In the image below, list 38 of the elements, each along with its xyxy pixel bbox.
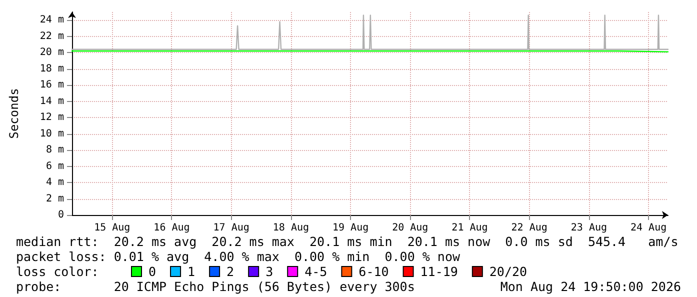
y-tick-label: 8 m: [46, 144, 64, 156]
text: loss color:: [16, 264, 99, 279]
x-tick-label: 20 Aug: [392, 222, 428, 234]
y-tick-label: 14 m: [40, 96, 64, 107]
y-tick-label: 6 m: [46, 160, 64, 172]
legend-label: 2: [226, 264, 234, 279]
x-tick-label: 18 Aug: [272, 222, 310, 234]
x-tick-label: 24 Aug: [630, 222, 667, 234]
legend-label: 4-5: [304, 264, 328, 279]
x-tick-label: 19 Aug: [332, 222, 369, 234]
y-tick-label: 16 m: [40, 80, 64, 91]
text: Mon Aug 24 19:50:00 2026: [500, 279, 681, 294]
text: probe: 20 ICMP Echo Pings (56 Bytes) every 300s: [16, 279, 415, 294]
x-tick-label: 22 Aug: [511, 222, 548, 234]
x-tick-label: 21 Aug: [452, 222, 488, 234]
y-tick-label: 12 m: [40, 112, 64, 124]
x-tick-label: 23 Aug: [570, 222, 608, 234]
line-series: [71, 14, 669, 50]
y-tick-label: 2 m: [46, 193, 64, 204]
legend-label: 6-10: [358, 264, 389, 279]
legend-label: 20/20: [489, 264, 528, 279]
legend-label: 1: [188, 264, 196, 279]
y-tick-label: 4 m: [46, 177, 64, 188]
text: packet loss: 0.01 % avg 4.00 % max 0.00 % min 0.00 % now: [16, 249, 460, 264]
y-tick-label: 22 m: [40, 30, 64, 42]
y-axis-title: Seconds: [7, 88, 21, 139]
text: median rtt: 20.2 ms avg 20.2 ms max 20.1 ms min 20.1 ms now 0.0 ms sd 545.4 am/s: [16, 234, 678, 249]
legend-label: 11-19: [420, 264, 458, 279]
x-tick-label: 17 Aug: [213, 222, 250, 234]
x-tick-label: 15 Aug: [94, 222, 130, 234]
y-tick-label: 20 m: [40, 47, 64, 58]
legend-label: 3: [266, 264, 274, 279]
x-tick-label: 16 Aug: [154, 222, 190, 234]
y-tick-label: 0: [58, 210, 64, 220]
y-tick-label: 24 m: [40, 14, 64, 26]
legend-label: 0: [148, 264, 156, 279]
y-tick-label: 10 m: [40, 128, 64, 140]
y-tick-label: 18 m: [40, 63, 64, 74]
